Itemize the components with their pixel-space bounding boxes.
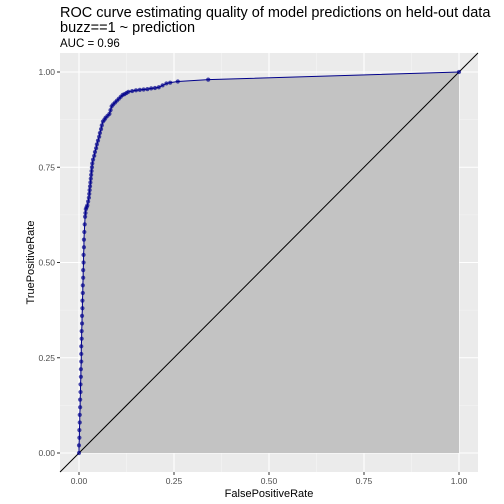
x-tick-label: 0.75 <box>356 476 373 486</box>
y-tick-label: 0.75 <box>38 162 55 172</box>
roc-point <box>206 77 211 82</box>
roc-point <box>97 134 102 139</box>
roc-point <box>160 83 165 88</box>
roc-point <box>141 87 146 92</box>
roc-point <box>145 87 150 92</box>
y-tick-label: 1.00 <box>38 67 55 77</box>
x-tick-label: 0.50 <box>261 476 278 486</box>
roc-point <box>89 172 94 177</box>
roc-point <box>81 260 86 265</box>
roc-point <box>79 336 84 341</box>
roc-point <box>77 428 82 433</box>
roc-point <box>98 127 104 132</box>
x-tick-label: 0.25 <box>166 476 183 486</box>
roc-point <box>78 382 83 387</box>
roc-point <box>107 111 112 117</box>
x-axis-ticks: 0.00 0.25 0.50 0.75 1.00 <box>71 472 468 486</box>
roc-point <box>81 268 86 273</box>
diagonal-reference-line <box>59 52 479 473</box>
roc-point <box>82 214 88 219</box>
roc-point <box>85 203 90 208</box>
roc-point <box>90 161 95 166</box>
roc-point <box>126 89 131 94</box>
roc-point <box>87 191 92 197</box>
chart-title: ROC curve estimating quality of model pr… <box>60 5 491 21</box>
roc-point <box>88 180 93 185</box>
roc-point <box>130 88 135 94</box>
roc-point <box>80 298 85 303</box>
roc-point <box>77 412 82 417</box>
roc-point <box>78 397 83 402</box>
roc-point <box>79 351 84 357</box>
roc-point <box>87 188 92 193</box>
roc-point <box>152 85 158 91</box>
y-tick-label: 0.25 <box>38 353 55 363</box>
chart-title-line2: buzz==1 ~ prediction <box>60 20 196 36</box>
roc-point <box>94 142 99 147</box>
roc-point <box>149 86 154 91</box>
roc-point <box>94 146 99 151</box>
roc-point <box>97 130 102 136</box>
roc-point <box>79 328 84 334</box>
x-axis-label: FalsePositiveRate <box>225 488 314 500</box>
roc-point <box>99 123 104 128</box>
y-axis-label: TruePositiveRate <box>25 221 37 305</box>
roc-point <box>164 81 169 86</box>
roc-point <box>89 168 94 174</box>
roc-point <box>83 210 88 216</box>
roc-point <box>92 153 97 158</box>
roc-point <box>82 229 87 235</box>
y-tick-label: 0.50 <box>38 258 55 268</box>
y-axis-ticks: 0.00 0.25 0.50 0.75 1.00 <box>38 67 60 458</box>
roc-point <box>137 87 142 93</box>
roc-point <box>90 157 96 162</box>
roc-point <box>95 138 101 143</box>
roc-point <box>80 290 85 296</box>
roc-point <box>78 367 83 372</box>
roc-point <box>79 344 84 349</box>
roc-point <box>78 405 83 410</box>
roc-point <box>81 245 87 250</box>
roc-point <box>82 222 87 227</box>
x-tick-label: 0.00 <box>71 476 88 486</box>
roc-point <box>79 321 85 326</box>
roc-point <box>76 450 82 456</box>
roc-point <box>86 199 91 204</box>
roc-point <box>168 80 173 85</box>
roc-point <box>87 184 93 189</box>
roc-point <box>456 69 462 75</box>
roc-curve-points <box>76 69 462 456</box>
roc-point <box>79 359 84 364</box>
y-tick-label: 0.00 <box>38 448 55 458</box>
roc-point <box>81 275 86 280</box>
roc-point <box>175 79 180 84</box>
roc-point <box>81 237 87 242</box>
roc-point <box>77 435 82 440</box>
roc-point <box>86 195 91 200</box>
roc-point <box>80 306 85 311</box>
roc-point <box>78 374 83 379</box>
roc-point <box>89 165 95 170</box>
roc-point <box>81 252 86 257</box>
roc-point <box>76 443 82 448</box>
roc-point <box>92 149 98 155</box>
x-tick-label: 1.00 <box>451 476 468 486</box>
roc-point <box>88 176 93 181</box>
chart-subtitle: AUC = 0.96 <box>60 38 120 50</box>
roc-point <box>133 88 139 93</box>
roc-point <box>78 389 83 395</box>
roc-point <box>79 313 85 318</box>
roc-point <box>77 420 82 425</box>
roc-point <box>80 283 85 288</box>
roc-point <box>108 108 113 113</box>
roc-point <box>156 85 161 90</box>
